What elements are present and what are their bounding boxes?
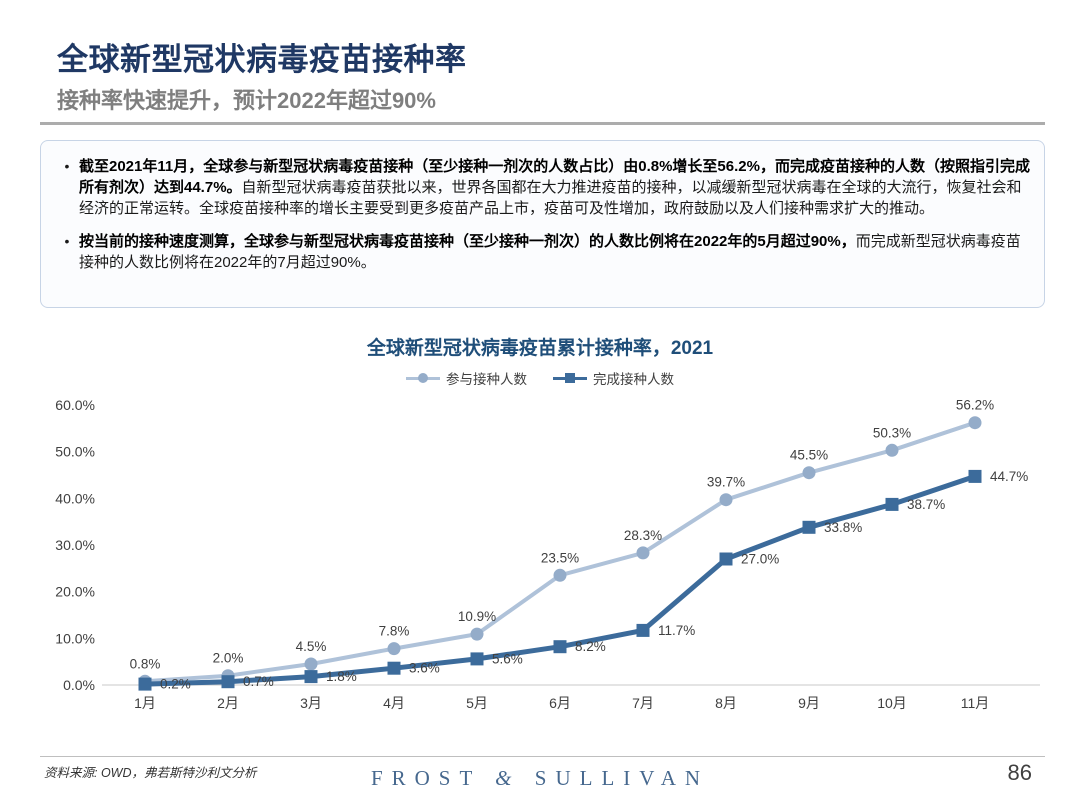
data-point-label: 33.8%	[824, 520, 862, 535]
x-tick-label: 5月	[466, 695, 488, 711]
data-point-label: 1.8%	[326, 669, 357, 684]
data-point-marker	[802, 466, 816, 480]
data-point-marker	[470, 652, 484, 666]
data-point-marker	[387, 642, 401, 656]
bullet-text-2-bold: 按当前的接种速度测算，全球参与新型冠状病毒疫苗接种（至少接种一剂次）的人数比例将…	[79, 233, 856, 250]
x-tick-label: 3月	[300, 695, 322, 711]
page-number: 86	[1007, 760, 1032, 785]
x-tick-label: 11月	[961, 695, 990, 711]
y-tick-label: 30.0%	[55, 537, 95, 553]
data-point-label: 45.5%	[790, 448, 828, 463]
data-point-label: 38.7%	[907, 497, 945, 512]
data-point-label: 28.3%	[624, 528, 662, 543]
data-point-label: 10.9%	[458, 609, 496, 624]
x-tick-label: 10月	[877, 695, 907, 711]
data-point-label: 50.3%	[873, 425, 911, 440]
y-tick-label: 10.0%	[55, 630, 95, 646]
legend-label-participated: 参与接种人数	[446, 372, 527, 387]
frost-sullivan-logo: FROST & SULLIVAN	[0, 766, 1080, 791]
data-point-marker	[221, 675, 235, 689]
data-point-marker	[387, 661, 401, 675]
data-point-marker	[138, 677, 152, 691]
data-point-marker	[636, 546, 650, 560]
bullet-text-1-bold: 截至2021年11月，全球参与新型冠状病毒疫苗接种（至少接种一剂次的人数占比）由…	[79, 158, 1030, 196]
source-note: 资料来源: OWD，弗若斯特沙利文分析	[44, 766, 257, 780]
data-point-label: 0.7%	[243, 674, 274, 689]
data-point-label: 27.0%	[741, 552, 779, 567]
legend-item-completed: 完成接种人数	[553, 368, 674, 388]
bullet-marker: •	[64, 158, 70, 174]
logo-ampersand: &	[495, 766, 521, 790]
legend-circle-marker-icon	[418, 373, 428, 383]
data-point-label: 23.5%	[541, 550, 579, 565]
x-tick-label: 2月	[217, 695, 239, 711]
bullet-item-2: • 按当前的接种速度测算，全球参与新型冠状病毒疫苗接种（至少接种一剂次）的人数比…	[55, 231, 1032, 273]
legend-square-marker-icon	[565, 373, 575, 383]
data-point-marker	[802, 520, 816, 534]
chart-legend: 参与接种人数 完成接种人数	[0, 368, 1080, 388]
data-point-marker	[885, 443, 899, 457]
legend-item-participated: 参与接种人数	[406, 368, 527, 388]
data-point-marker	[885, 497, 899, 511]
chart-title: 全球新型冠状病毒疫苗累计接种率，2021	[366, 338, 714, 359]
logo-right-text: SULLIVAN	[534, 766, 710, 790]
data-point-label: 39.7%	[707, 475, 745, 490]
legend-line-icon	[406, 373, 440, 383]
data-point-marker	[304, 670, 318, 684]
vaccination-line-chart: 0.0% 10.0% 20.0% 30.0% 40.0% 50.0% 60.0% 1月 2月 3月…	[55, 397, 1040, 711]
data-point-marker	[719, 493, 733, 507]
bullet-text-1: 截至2021年11月，全球参与新型冠状病毒疫苗接种（至少接种一剂次的人数占比）由…	[79, 156, 1032, 219]
data-point-label: 7.8%	[379, 624, 410, 639]
bullet-text-2: 按当前的接种速度测算，全球参与新型冠状病毒疫苗接种（至少接种一剂次）的人数比例将…	[79, 231, 1032, 273]
y-tick-label: 60.0%	[55, 397, 95, 413]
data-point-marker	[968, 469, 982, 483]
x-tick-label: 1月	[134, 695, 156, 711]
data-point-marker	[968, 416, 982, 430]
title-divider	[40, 122, 1045, 125]
y-tick-label: 50.0%	[55, 444, 95, 460]
data-point-label: 44.7%	[990, 469, 1028, 484]
legend-line-icon	[553, 373, 587, 383]
bullet-text-1-regular: 自新型冠状病毒疫苗获批以来，世界各国都在大力推进疫苗的接种，以减缓新型冠状病毒在…	[79, 179, 1022, 217]
x-tick-label: 7月	[632, 695, 654, 711]
summary-box: • 截至2021年11月，全球参与新型冠状病毒疫苗接种（至少接种一剂次的人数占比…	[40, 140, 1045, 308]
bullet-text-2-regular: 而完成新型冠状病毒疫苗接种的人数比例将在2022年的7月超过90%。	[79, 233, 1021, 271]
x-tick-label: 4月	[383, 695, 405, 711]
data-point-label: 5.6%	[492, 651, 523, 666]
legend-label-completed: 完成接种人数	[593, 372, 674, 387]
data-point-marker	[636, 623, 650, 637]
x-tick-label: 9月	[798, 695, 820, 711]
data-point-label: 3.6%	[409, 661, 440, 676]
data-point-marker	[719, 552, 733, 566]
logo-left-text: FROST	[370, 766, 481, 790]
bullet-item-1: • 截至2021年11月，全球参与新型冠状病毒疫苗接种（至少接种一剂次的人数占比…	[55, 156, 1032, 219]
bullet-marker: •	[64, 233, 70, 249]
x-tick-label: 8月	[715, 695, 737, 711]
y-tick-label: 0.0%	[63, 677, 95, 693]
data-point-label: 0.2%	[160, 677, 191, 692]
data-point-label: 0.8%	[130, 656, 161, 671]
data-point-marker	[304, 657, 318, 671]
data-point-marker	[553, 568, 567, 582]
y-tick-label: 20.0%	[55, 584, 95, 600]
y-tick-label: 40.0%	[55, 490, 95, 506]
data-point-label: 2.0%	[213, 651, 244, 666]
x-tick-label: 6月	[549, 695, 571, 711]
data-point-label: 8.2%	[575, 639, 606, 654]
data-point-label: 4.5%	[296, 639, 327, 654]
page-title: 全球新型冠状病毒疫苗接种率	[57, 42, 467, 77]
footer-divider	[40, 756, 1045, 757]
data-point-label: 56.2%	[956, 398, 994, 413]
page-subtitle: 接种率快速提升，预计2022年超过90%	[57, 88, 436, 113]
data-point-marker	[553, 640, 567, 654]
data-point-label: 11.7%	[658, 623, 695, 638]
data-point-marker	[470, 627, 484, 641]
